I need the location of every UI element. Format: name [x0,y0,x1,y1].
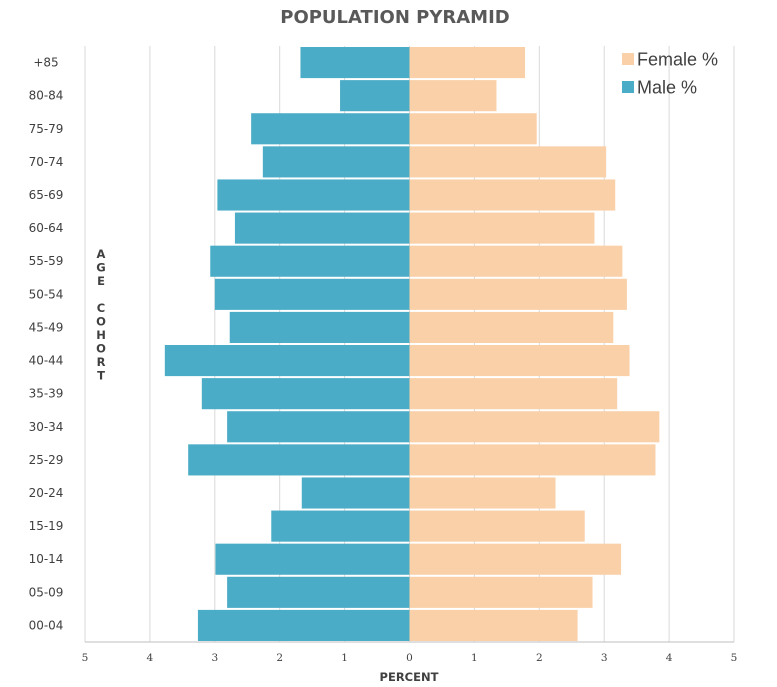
female-bar-35-39 [409,378,618,410]
female-bar-65-69 [409,179,616,211]
female-bar-70-74 [409,146,607,178]
y-tick-label: 25-29 [29,453,64,467]
male-bar-65-69 [217,179,410,211]
x-tick-label: 3 [601,652,608,664]
x-tick-label: 1 [341,652,348,664]
female-bar-80-84 [409,80,497,112]
female-bar-00-04 [409,609,578,641]
x-tick-label: 4 [147,652,154,664]
x-tick-label: 2 [536,652,543,664]
male-bar-00-04 [197,609,410,641]
x-tick-label: 5 [82,652,89,664]
x-tick-label: 0 [406,652,413,664]
female-bar-60-64 [409,212,595,244]
legend-label: Male % [637,78,697,98]
x-tick-label: 2 [276,652,283,664]
x-tick-label: 1 [471,652,478,664]
legend-label: Female % [637,50,718,70]
y-tick-label: +85 [33,56,58,70]
male-bar-50-54 [214,278,410,310]
y-tick-label: 40-44 [29,354,64,368]
female-bar-05-09 [409,576,593,608]
y-tick-label: 60-64 [29,221,64,235]
male-bar-05-09 [227,576,410,608]
male-bar-20-24 [301,477,410,509]
y-tick-label: 50-54 [29,287,64,301]
male-bar-55-59 [210,245,410,277]
male-bar-30-34 [227,411,410,443]
y-tick-label: 30-34 [29,420,64,434]
gridlines [84,46,735,643]
y-tick-label: 15-19 [29,519,64,533]
bars [164,47,660,641]
legend: Female % Male % [622,50,718,98]
male-bar-80-84 [340,80,410,112]
male-bar-10-14 [215,543,410,575]
female-bar-25-29 [409,444,656,476]
male-bar-75-79 [251,113,410,145]
male-bar-+85 [300,47,410,79]
female-bar-50-54 [409,278,627,310]
x-tick-label: 4 [666,652,673,664]
female-bar-10-14 [409,543,622,575]
x-tick-label: 3 [211,652,218,664]
y-tick-label: 35-39 [29,387,64,401]
male-bar-25-29 [188,444,410,476]
y-tick-label: 05-09 [29,585,64,599]
x-tick-label: 5 [731,652,738,664]
male-bar-70-74 [262,146,410,178]
y-tick-label: 80-84 [29,89,64,103]
female-bar-+85 [409,47,526,79]
legend-swatch [622,53,634,65]
male-bar-15-19 [271,510,410,542]
chart-title: POPULATION PYRAMID [280,7,509,28]
y-tick-label: 20-24 [29,486,64,500]
female-bar-30-34 [409,411,660,443]
female-bar-45-49 [409,311,614,343]
female-bar-40-44 [409,345,630,377]
y-tick-label: 70-74 [29,155,64,169]
female-bar-75-79 [409,113,537,145]
y-tick-label: 55-59 [29,254,64,268]
female-bar-55-59 [409,245,623,277]
male-bar-40-44 [164,345,410,377]
x-axis-label: PERCENT [380,670,439,684]
y-tick-labels: +85 80-84 75-79 70-74 65-69 60-64 55-59 50-54 45… [29,56,64,633]
legend-swatch [622,81,634,93]
y-tick-label: 10-14 [29,552,64,566]
male-bar-35-39 [201,378,410,410]
y-tick-label: 65-69 [29,188,64,202]
male-bar-60-64 [234,212,410,244]
female-bar-15-19 [409,510,585,542]
x-tick-labels: 5 4 3 2 1 0 1 2 3 4 5 [82,652,738,664]
male-bar-45-49 [229,311,410,343]
y-tick-label: 45-49 [29,320,64,334]
female-bar-20-24 [409,477,556,509]
y-tick-label: 75-79 [29,122,64,136]
y-tick-label: 00-04 [29,618,64,632]
